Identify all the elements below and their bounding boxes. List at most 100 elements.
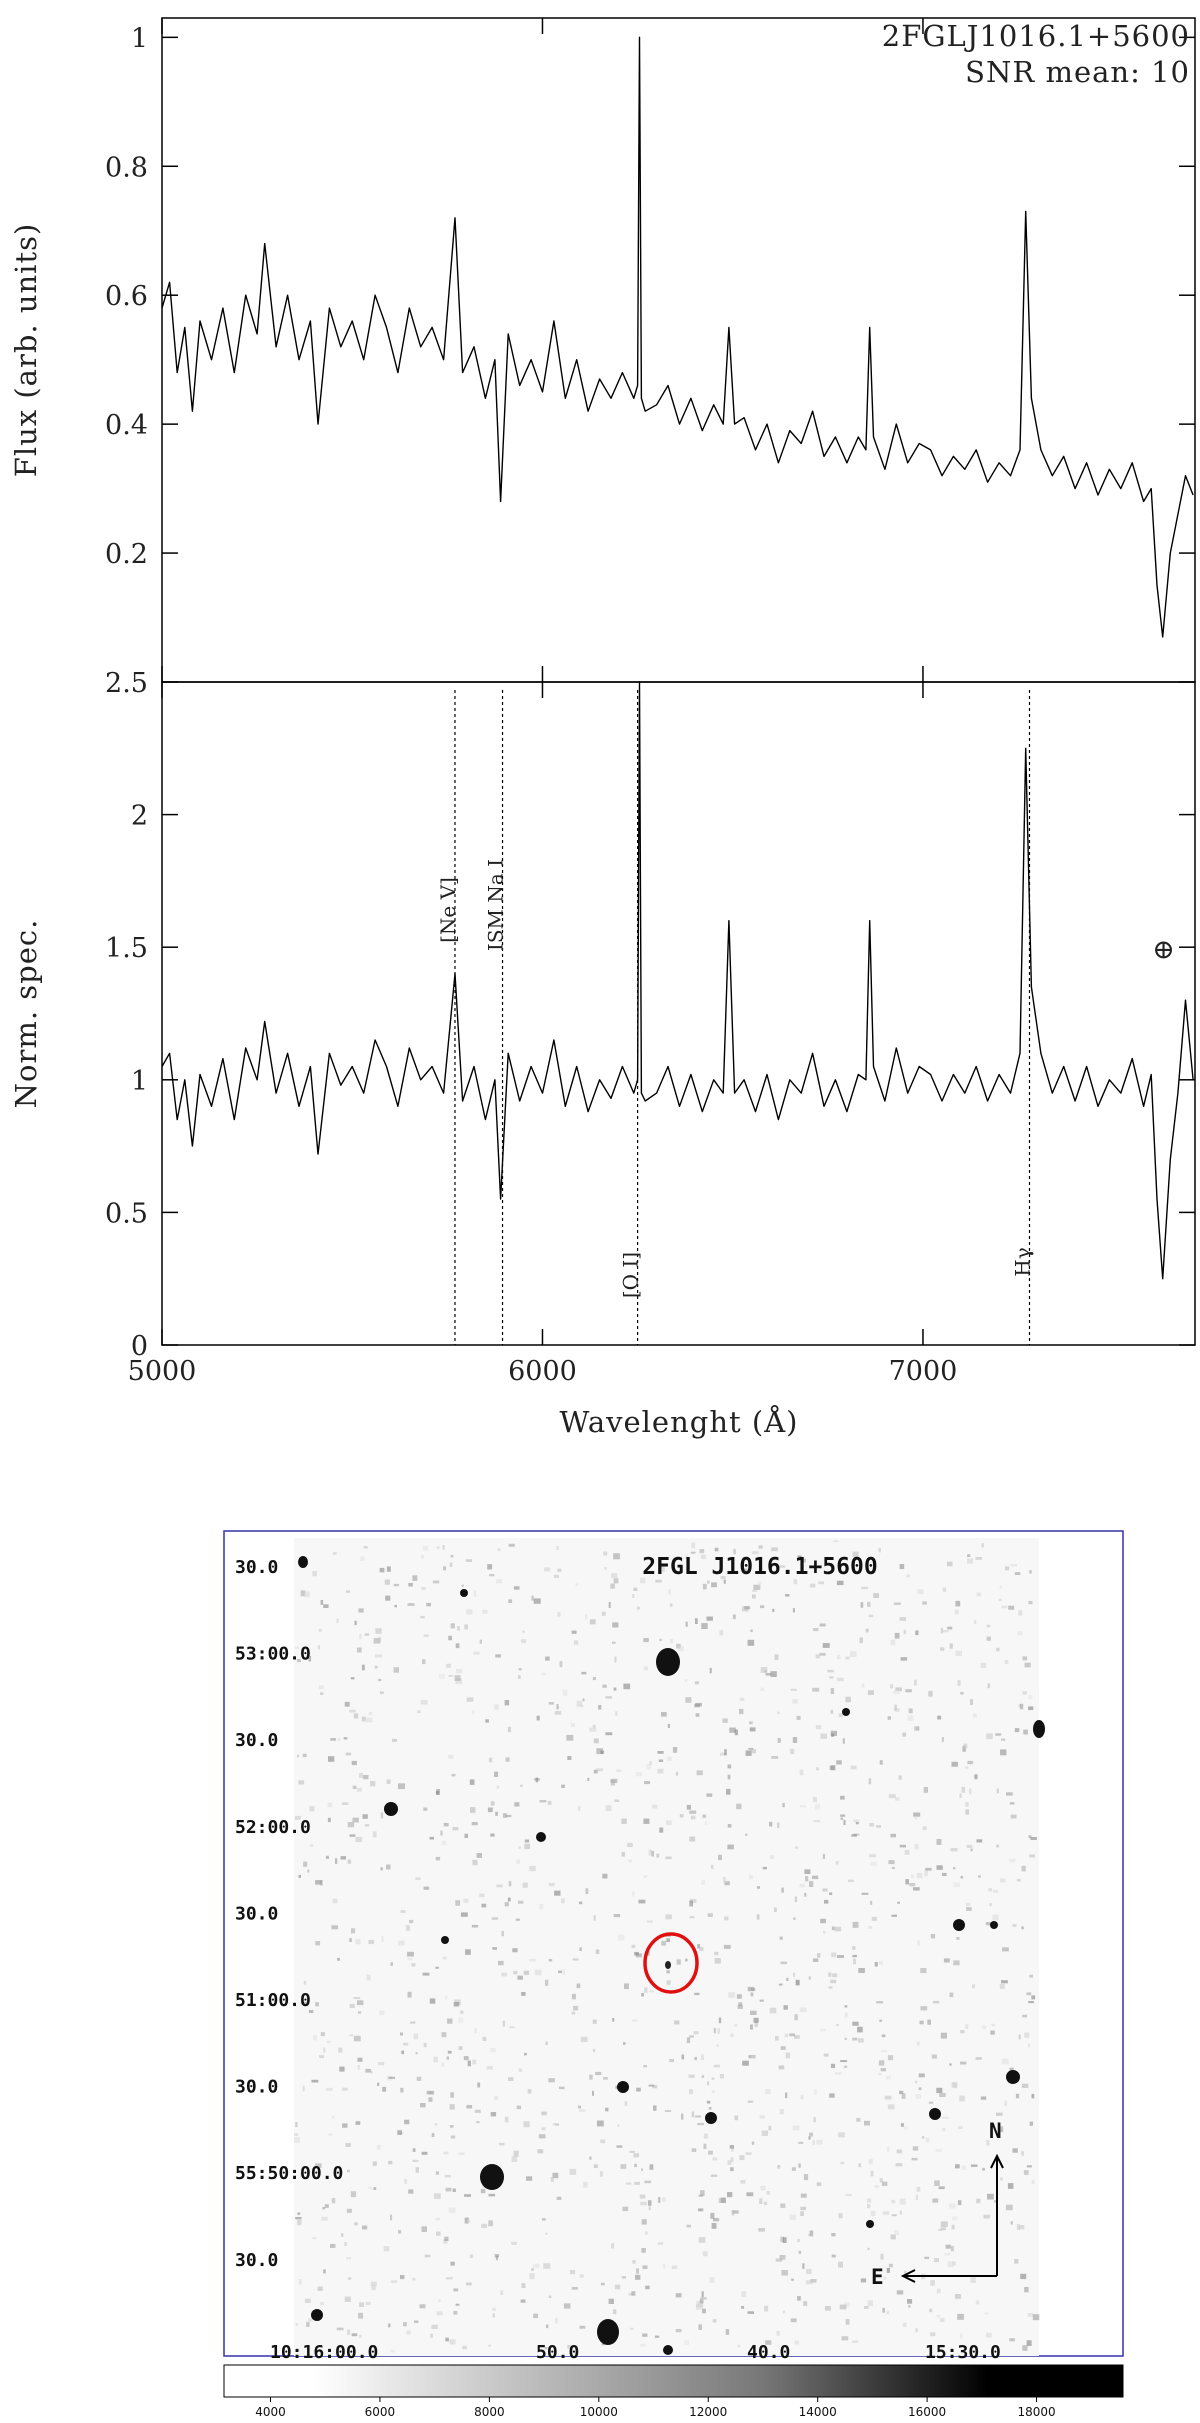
noise-speck <box>327 1802 333 1808</box>
noise-speck <box>953 1960 960 1966</box>
noise-speck <box>345 1752 352 1756</box>
noise-speck <box>580 2036 588 2042</box>
noise-speck <box>561 1784 565 1788</box>
noise-speck <box>739 1697 745 1701</box>
noise-speck <box>426 1602 431 1607</box>
noise-speck <box>851 1834 857 1837</box>
noise-speck <box>633 1587 638 1591</box>
noise-speck <box>386 1779 391 1784</box>
noise-speck <box>531 1595 534 1601</box>
noise-speck <box>636 2087 641 2092</box>
noise-speck <box>604 1567 607 1570</box>
noise-speck <box>996 2112 1003 2116</box>
noise-speck <box>325 1855 329 1859</box>
noise-speck <box>916 2041 920 2046</box>
noise-speck <box>423 1886 430 1890</box>
noise-speck <box>900 2123 904 2127</box>
noise-speck <box>426 2090 434 2095</box>
noise-speck <box>442 1956 447 1960</box>
noise-speck <box>780 2046 786 2050</box>
noise-speck <box>465 1949 471 1955</box>
noise-speck <box>623 1683 631 1690</box>
noise-speck <box>1000 1749 1007 1756</box>
noise-speck <box>907 1715 914 1722</box>
noise-speck <box>450 2261 455 2266</box>
noise-speck <box>777 1822 780 1828</box>
noise-speck <box>893 1602 901 1605</box>
noise-speck <box>541 2111 547 2116</box>
noise-speck <box>1029 2121 1033 2126</box>
noise-speck <box>347 2277 352 2280</box>
noise-speck <box>353 2035 361 2042</box>
noise-speck <box>841 2336 849 2341</box>
noise-speck <box>448 1754 454 1759</box>
noise-speck <box>732 2210 739 2214</box>
noise-speck <box>655 1579 662 1583</box>
noise-speck <box>465 1559 472 1562</box>
noise-speck <box>1010 2221 1013 2225</box>
noise-speck <box>813 2089 817 2095</box>
noise-speck <box>778 2065 785 2070</box>
noise-speck <box>819 1652 826 1656</box>
noise-speck <box>953 2082 958 2089</box>
noise-speck <box>358 2312 364 2319</box>
noise-speck <box>676 1643 681 1649</box>
noise-speck <box>356 1647 362 1653</box>
noise-speck <box>409 1919 414 1924</box>
noise-speck <box>960 1692 964 1695</box>
noise-speck <box>991 2023 995 2027</box>
noise-speck <box>412 2148 416 2152</box>
noise-speck <box>808 2136 811 2140</box>
noise-speck <box>770 1855 774 1859</box>
noise-speck <box>596 1748 603 1755</box>
noise-speck <box>978 1875 981 1878</box>
noise-speck <box>996 1788 999 1794</box>
noise-speck <box>390 2349 396 2353</box>
noise-speck <box>581 1671 587 1675</box>
noise-speck <box>631 2291 636 2296</box>
noise-speck <box>453 2310 458 2315</box>
noise-speck <box>592 2090 594 2096</box>
x-axis-label: Wavelenght (Å) <box>560 1404 799 1439</box>
noise-speck <box>330 2243 336 2248</box>
noise-speck <box>722 1877 726 1883</box>
noise-speck <box>393 1583 400 1587</box>
noise-speck <box>714 1547 719 1552</box>
noise-speck <box>939 2318 945 2322</box>
noise-speck <box>852 2021 859 2026</box>
noise-speck <box>589 2156 592 2160</box>
noise-speck <box>518 1668 522 1671</box>
noise-speck <box>605 2107 609 2112</box>
noise-speck <box>989 1903 992 1907</box>
noise-speck <box>652 1804 658 1809</box>
noise-speck <box>497 1548 501 1551</box>
noise-speck <box>603 2077 608 2080</box>
noise-speck <box>676 1959 681 1965</box>
noise-speck <box>812 1687 820 1692</box>
noise-speck <box>495 2255 498 2261</box>
noise-speck <box>761 2130 769 2136</box>
noise-speck <box>529 2273 535 2280</box>
noise-speck <box>830 1688 835 1694</box>
noise-speck <box>515 1918 520 1921</box>
noise-speck <box>649 1990 654 1993</box>
noise-speck <box>920 2006 928 2011</box>
noise-speck <box>734 2115 739 2121</box>
noise-speck <box>928 1690 933 1697</box>
noise-speck <box>529 1865 536 1872</box>
noise-speck <box>780 2236 785 2243</box>
noise-speck <box>967 1554 971 1557</box>
noise-speck <box>317 1645 320 1650</box>
noise-speck <box>629 2150 635 2153</box>
noise-speck <box>689 1900 693 1907</box>
noise-speck <box>722 1718 728 1723</box>
noise-speck <box>443 2151 449 2155</box>
noise-speck <box>689 1916 695 1919</box>
noise-speck <box>616 1769 622 1772</box>
noise-speck <box>970 2164 978 2167</box>
noise-speck <box>323 2047 326 2053</box>
noise-speck <box>445 2337 449 2342</box>
noise-speck <box>972 1984 975 1989</box>
noise-speck <box>351 1760 357 1766</box>
noise-speck <box>1026 2165 1032 2168</box>
